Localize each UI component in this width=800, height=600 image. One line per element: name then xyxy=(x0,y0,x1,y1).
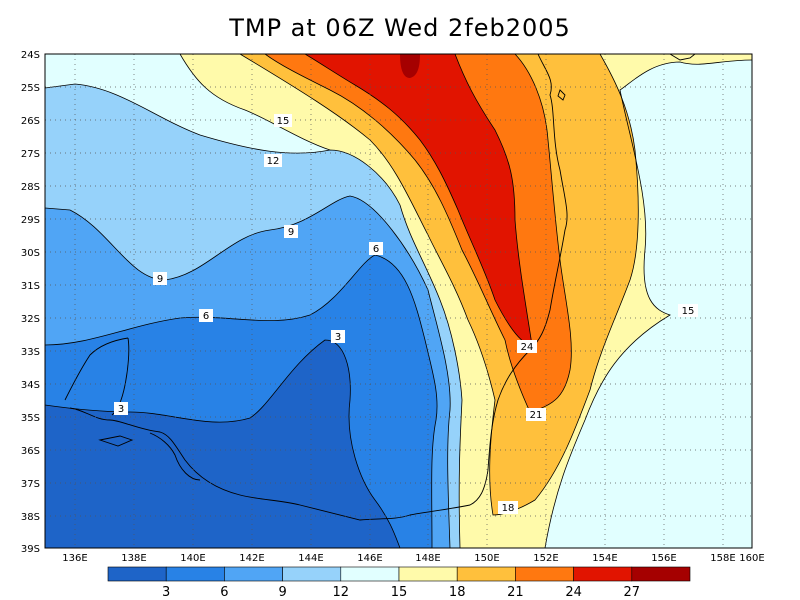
lat-label: 32S xyxy=(21,314,40,325)
svg-text:24: 24 xyxy=(521,342,534,353)
lon-label: 156E xyxy=(651,553,676,564)
lat-label: 28S xyxy=(21,182,40,193)
band-24-27 xyxy=(305,54,532,345)
map-title: TMP at 06Z Wed 2feb2005 xyxy=(229,14,571,42)
lat-label: 27S xyxy=(21,149,40,160)
lat-label: 37S xyxy=(21,479,40,490)
lon-label: 150E xyxy=(474,553,499,564)
svg-text:21: 21 xyxy=(530,410,543,421)
lat-label: 38S xyxy=(21,512,40,523)
svg-text:3: 3 xyxy=(335,332,341,343)
lon-label: 144E xyxy=(298,553,323,564)
contour-label: 6 xyxy=(199,309,213,322)
contour-label: 3 xyxy=(331,330,345,343)
latitude-axis: 24S 25S 26S 27S 28S 29S 30S 31S 32S 33S … xyxy=(21,50,40,555)
lat-label: 24S xyxy=(21,50,40,61)
svg-text:9: 9 xyxy=(288,227,294,238)
colorbar-swatch xyxy=(573,566,633,582)
lon-label: 148E xyxy=(415,553,440,564)
contour-label: 18 xyxy=(498,501,518,514)
colorbar-tick-label: 27 xyxy=(624,585,641,600)
colorbar: 3 6 9 12 15 18 21 24 27 xyxy=(107,566,691,600)
contour-label: 15 xyxy=(274,114,292,127)
contour-lines xyxy=(45,54,752,548)
lon-label: 160E xyxy=(739,553,764,564)
colorbar-swatch xyxy=(165,566,225,582)
svg-text:15: 15 xyxy=(682,306,695,317)
band-below-3 xyxy=(45,340,400,548)
svg-text:15: 15 xyxy=(277,116,290,127)
colorbar-swatch xyxy=(340,566,400,582)
band-27-plus xyxy=(400,54,420,78)
lat-label: 34S xyxy=(21,380,40,391)
colorbar-tick-label: 9 xyxy=(278,585,286,600)
contour-label: 9 xyxy=(153,272,167,285)
lat-label: 30S xyxy=(21,248,40,259)
contour-label: 21 xyxy=(526,408,546,421)
lat-label: 39S xyxy=(21,544,40,555)
colorbar-tick-label: 12 xyxy=(333,585,350,600)
lat-label: 35S xyxy=(21,413,40,424)
lon-label: 158E xyxy=(710,553,735,564)
colorbar-tick-label: 21 xyxy=(507,585,524,600)
colorbar-tick-label: 15 xyxy=(391,585,408,600)
colorbar-swatch xyxy=(631,566,691,582)
colorbar-swatch xyxy=(456,566,516,582)
colorbar-tick-label: 18 xyxy=(449,585,466,600)
lon-label: 140E xyxy=(180,553,205,564)
colorbar-swatch xyxy=(515,566,574,582)
filled-contours xyxy=(45,54,752,548)
colorbar-swatch xyxy=(107,566,167,582)
colorbar-swatch xyxy=(224,566,283,582)
lon-label: 142E xyxy=(239,553,264,564)
lon-label: 152E xyxy=(533,553,558,564)
plot-frame xyxy=(44,53,753,549)
longitude-axis: 136E 138E 140E 142E 144E 146E 148E 150E … xyxy=(62,553,764,564)
lat-label: 31S xyxy=(21,281,40,292)
lat-label: 25S xyxy=(21,83,40,94)
contour-label: 12 xyxy=(264,154,282,167)
contour-labels: 15 12 9 9 6 6 3 3 24 21 18 15 xyxy=(114,114,698,514)
svg-text:6: 6 xyxy=(373,244,379,255)
colorbar-tick-label: 6 xyxy=(220,585,228,600)
coastline xyxy=(64,54,696,521)
svg-text:3: 3 xyxy=(118,404,124,415)
contour-label: 6 xyxy=(369,242,383,255)
contour-label: 9 xyxy=(284,225,298,238)
contour-label: 24 xyxy=(517,340,537,353)
svg-text:6: 6 xyxy=(203,311,209,322)
lat-label: 26S xyxy=(21,116,40,127)
lon-label: 136E xyxy=(62,553,87,564)
lon-label: 138E xyxy=(121,553,146,564)
lat-label: 36S xyxy=(21,446,40,457)
colorbar-swatch xyxy=(282,566,342,582)
lat-label: 29S xyxy=(21,215,40,226)
colorbar-tick-label: 24 xyxy=(565,585,582,600)
colorbar-tick-label: 3 xyxy=(162,585,170,600)
colorbar-swatch xyxy=(398,566,458,582)
contour-label: 15 xyxy=(678,304,698,317)
svg-text:9: 9 xyxy=(157,274,163,285)
svg-text:12: 12 xyxy=(267,156,280,167)
lon-label: 154E xyxy=(592,553,617,564)
contour-label: 3 xyxy=(114,402,128,415)
lat-label: 33S xyxy=(21,347,40,358)
lon-label: 146E xyxy=(357,553,382,564)
svg-text:18: 18 xyxy=(502,503,515,514)
